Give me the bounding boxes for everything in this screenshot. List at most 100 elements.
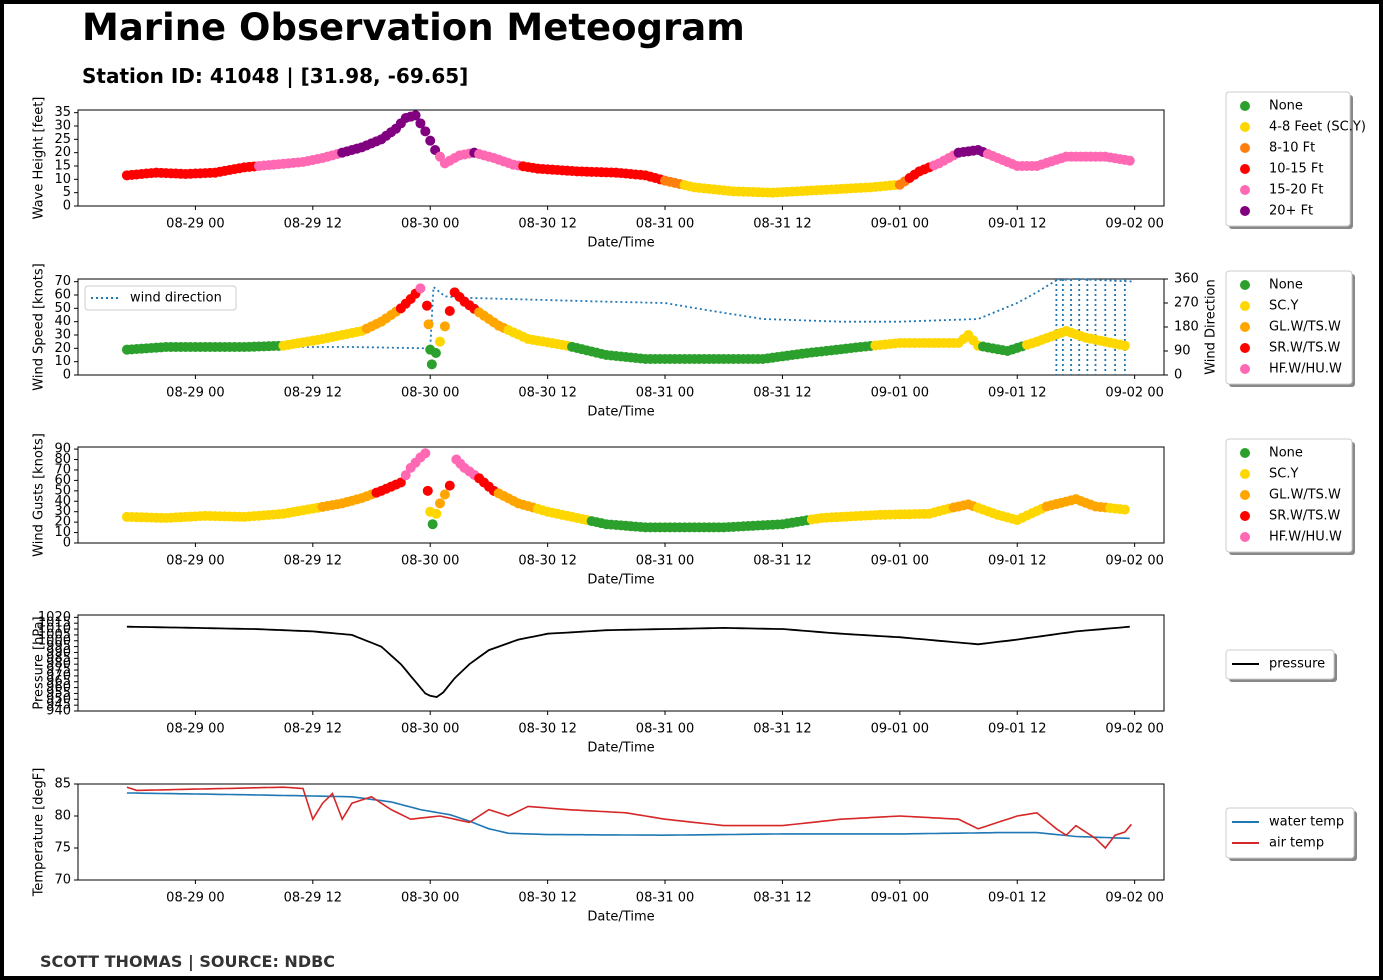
gust-point bbox=[420, 448, 431, 459]
y-axis-label: Temperature [degF] bbox=[32, 768, 47, 898]
x-tick-label: 08-30 00 bbox=[401, 554, 459, 569]
wind-point bbox=[444, 306, 455, 316]
y-tick-label: 40 bbox=[54, 494, 71, 509]
legend-marker bbox=[1240, 364, 1250, 374]
legend-label: 10-15 Ft bbox=[1269, 162, 1323, 177]
legend-marker bbox=[1240, 185, 1250, 195]
x-axis-label: Date/Time bbox=[587, 910, 654, 925]
x-tick-label: 09-02 00 bbox=[1105, 217, 1163, 232]
panel-pressure bbox=[74, 614, 1165, 715]
x-tick-label: 09-01 12 bbox=[988, 722, 1046, 737]
x-tick-label: 09-01 00 bbox=[871, 217, 929, 232]
y-tick-label: 1005 bbox=[38, 627, 71, 642]
wind-point bbox=[439, 321, 450, 332]
x-tick-label: 08-29 12 bbox=[284, 554, 342, 569]
x-tick-label: 08-29 00 bbox=[166, 722, 224, 737]
y-tick-label: 985 bbox=[46, 651, 71, 666]
legend-marker bbox=[1240, 101, 1250, 111]
x-tick-label: 09-02 00 bbox=[1105, 554, 1163, 569]
x-tick-label: 08-29 12 bbox=[284, 891, 342, 906]
chart-canvas: 08-29 00 08-29 12 08-30 00 08-30 12 08-31 00… bbox=[32, 91, 1366, 925]
gust-point bbox=[435, 498, 445, 509]
y-tick-label: 5 bbox=[63, 185, 71, 200]
legend-marker bbox=[1240, 469, 1250, 479]
x-tick-label: 08-31 00 bbox=[636, 217, 694, 232]
x-tick-label: 08-31 00 bbox=[636, 891, 694, 906]
x-tick-label: 09-01 00 bbox=[871, 554, 929, 569]
y-tick-label: 1020 bbox=[38, 610, 71, 625]
legend-marker bbox=[1240, 343, 1250, 353]
y2-tick-label: 270 bbox=[1174, 296, 1199, 311]
legend-label: HF.W/HU.W bbox=[1269, 530, 1342, 545]
legend-marker bbox=[1240, 448, 1250, 458]
gust-point bbox=[422, 485, 433, 496]
x-tick-label: 08-30 12 bbox=[518, 554, 576, 569]
legend-label: 8-10 Ft bbox=[1269, 141, 1315, 156]
x-tick-label: 08-29 00 bbox=[166, 891, 224, 906]
wave-point bbox=[420, 126, 431, 137]
y2-tick-label: 0 bbox=[1174, 368, 1182, 383]
y-tick-label: 20 bbox=[54, 341, 71, 356]
legend-marker bbox=[1240, 280, 1250, 290]
wind-point bbox=[426, 359, 437, 370]
wave-point bbox=[415, 118, 426, 129]
wind-direction-legend bbox=[84, 285, 237, 311]
y-tick-label: 10 bbox=[54, 354, 71, 369]
legend-label: pressure bbox=[1269, 657, 1325, 672]
y-tick-label: 50 bbox=[54, 483, 71, 498]
x-tick-label: 08-31 12 bbox=[753, 217, 811, 232]
x-axis-label: Date/Time bbox=[587, 236, 654, 251]
wave-point bbox=[410, 110, 421, 121]
y-tick-label: 90 bbox=[54, 442, 71, 457]
x-tick-label: 08-30 12 bbox=[518, 217, 576, 232]
legend-label: SC.Y bbox=[1269, 299, 1298, 314]
x-tick-label: 08-29 12 bbox=[284, 722, 342, 737]
y-tick-label: 1010 bbox=[38, 622, 71, 637]
y-tick-label: 0 bbox=[63, 368, 71, 383]
y-tick-label: 40 bbox=[54, 314, 71, 329]
y-tick-label: 0 bbox=[63, 199, 71, 214]
x-tick-label: 08-29 00 bbox=[166, 217, 224, 232]
y-tick-label: 970 bbox=[46, 668, 71, 683]
legend-label: 15-20 Ft bbox=[1269, 183, 1323, 198]
x-axis-label: Date/Time bbox=[587, 573, 654, 588]
legend-marker bbox=[1240, 301, 1250, 311]
y-axis-label: Wave Height [feet] bbox=[32, 97, 47, 220]
y-tick-label: 950 bbox=[46, 692, 71, 707]
temperature-legend bbox=[1225, 807, 1355, 859]
wind-direction-line bbox=[126, 278, 1135, 350]
x-tick-label: 08-30 00 bbox=[401, 722, 459, 737]
y-tick-label: 990 bbox=[46, 645, 71, 660]
legend-label: HF.W/HU.W bbox=[1269, 362, 1342, 377]
legend-marker bbox=[1240, 122, 1250, 132]
legend-label: SR.W/TS.W bbox=[1269, 341, 1341, 356]
x-tick-label: 08-31 12 bbox=[753, 891, 811, 906]
legend-marker bbox=[1240, 532, 1250, 542]
x-tick-label: 08-31 00 bbox=[636, 554, 694, 569]
figure-title: Marine Observation Meteogram bbox=[82, 6, 745, 49]
water-temp-line bbox=[126, 792, 1130, 840]
x-axis-label: Date/Time bbox=[587, 405, 654, 420]
y-tick-label: 70 bbox=[54, 274, 71, 289]
y-tick-label: 85 bbox=[54, 777, 71, 792]
y-tick-label: 15 bbox=[54, 159, 71, 174]
y2-axis-label: Wind Direction bbox=[1204, 279, 1219, 375]
gust-point bbox=[431, 508, 442, 519]
y-tick-label: 0 bbox=[63, 536, 71, 551]
wind-legend bbox=[1225, 270, 1353, 385]
y-tick-label: 10 bbox=[54, 172, 71, 187]
x-tick-label: 08-31 12 bbox=[753, 554, 811, 569]
legend-label: SC.Y bbox=[1269, 467, 1298, 482]
legend-label: None bbox=[1269, 278, 1303, 293]
legend-label: GL.W/TS.W bbox=[1269, 488, 1341, 503]
x-tick-label: 08-30 12 bbox=[518, 386, 576, 401]
y-tick-label: 60 bbox=[54, 473, 71, 488]
y-axis-label: Wind Gusts [knots] bbox=[32, 433, 47, 557]
x-tick-label: 09-01 12 bbox=[988, 386, 1046, 401]
y-tick-label: 1000 bbox=[38, 633, 71, 648]
x-tick-label: 09-01 12 bbox=[988, 554, 1046, 569]
y2-tick-label: 360 bbox=[1174, 272, 1199, 287]
gust-legend bbox=[1225, 438, 1353, 553]
y-tick-label: 995 bbox=[46, 639, 71, 654]
y-tick-label: 80 bbox=[54, 452, 71, 467]
